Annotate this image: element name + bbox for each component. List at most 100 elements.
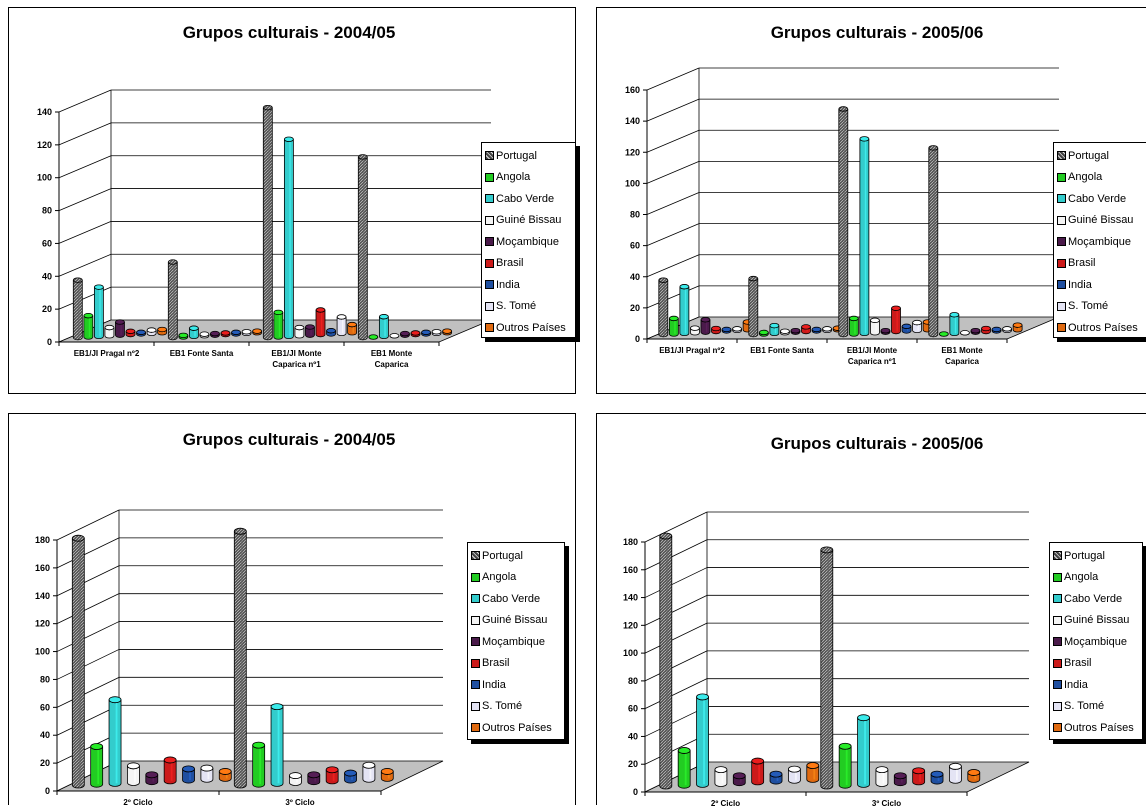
bar bbox=[93, 284, 104, 340]
chart-plot: 0 20 40 60 80 100 120 140 EB1/JI Pragal nº2 EB1 F… bbox=[37, 89, 492, 369]
bar-body bbox=[696, 696, 709, 788]
bar-highlight bbox=[674, 318, 676, 334]
bar bbox=[262, 104, 273, 341]
legend-label: Angola bbox=[1068, 171, 1103, 184]
bar bbox=[859, 136, 870, 337]
bar bbox=[104, 324, 115, 339]
bar-body bbox=[283, 139, 294, 340]
bar-highlight bbox=[900, 775, 903, 783]
y-tick-label: 100 bbox=[35, 647, 50, 657]
bar-top bbox=[410, 330, 421, 336]
bars bbox=[71, 527, 394, 789]
bar bbox=[758, 329, 769, 337]
bar-highlight bbox=[896, 308, 898, 332]
legend-swatch bbox=[1053, 637, 1062, 647]
legend-label: India bbox=[1064, 678, 1088, 691]
bar-highlight bbox=[684, 750, 687, 786]
bar-top bbox=[790, 327, 801, 334]
legend-item: Guiné Bissau bbox=[1057, 210, 1143, 232]
legend-item: Angola bbox=[1053, 567, 1139, 589]
bar-highlight bbox=[387, 771, 390, 779]
x-tick-label: Caparica bbox=[375, 360, 409, 369]
bar-highlight bbox=[152, 774, 155, 782]
gridline-side bbox=[58, 188, 112, 211]
legend-swatch bbox=[471, 723, 480, 733]
bar bbox=[72, 277, 83, 341]
bar bbox=[378, 314, 389, 340]
bar bbox=[1002, 326, 1012, 334]
bar-top bbox=[182, 765, 195, 773]
gridline-side bbox=[644, 594, 708, 626]
bar bbox=[157, 326, 168, 336]
bar-top bbox=[859, 136, 870, 142]
legend-item: Guiné Bissau bbox=[1053, 610, 1139, 632]
bar-highlight bbox=[351, 773, 353, 781]
bar-highlight bbox=[277, 706, 280, 784]
bar-top bbox=[326, 328, 336, 334]
bar bbox=[252, 328, 263, 336]
legend-swatch bbox=[1053, 594, 1062, 604]
bar bbox=[912, 319, 922, 334]
bar-highlight bbox=[78, 280, 80, 338]
bar-top bbox=[220, 330, 231, 336]
legend-label: India bbox=[496, 278, 520, 291]
bar-highlight bbox=[684, 286, 687, 334]
legend-label: Guiné Bissau bbox=[1068, 214, 1134, 227]
bars bbox=[659, 532, 981, 790]
bar bbox=[732, 772, 746, 787]
legend-swatch bbox=[471, 658, 480, 668]
bar bbox=[880, 327, 891, 335]
bar-body bbox=[859, 138, 870, 337]
bar-highlight bbox=[827, 549, 830, 786]
chart-panel-4: Grupos culturais - 2005/06 0 20 40 60 80 100 1… bbox=[596, 413, 1146, 806]
bar-top bbox=[1012, 322, 1023, 328]
bar-top bbox=[820, 546, 834, 554]
bar-highlight bbox=[666, 536, 669, 786]
legend-item: Guiné Bissau bbox=[471, 610, 561, 632]
bar-top bbox=[780, 328, 790, 334]
bar bbox=[820, 546, 834, 790]
bar-highlight bbox=[974, 772, 977, 780]
bar-top bbox=[188, 325, 199, 331]
bar-top bbox=[732, 326, 742, 332]
legend-label: S. Tomé bbox=[482, 700, 523, 713]
y-tick-label: 100 bbox=[625, 178, 640, 188]
x-tick-label: EB1 Fonte Santa bbox=[170, 349, 234, 358]
y-tick-label: 60 bbox=[628, 704, 638, 714]
y-tick-label: 120 bbox=[35, 619, 50, 629]
legend-swatch bbox=[485, 280, 494, 290]
bar bbox=[949, 312, 960, 337]
gridline-side bbox=[646, 161, 700, 184]
legend-swatch bbox=[1053, 572, 1062, 582]
bar bbox=[273, 309, 284, 340]
bar bbox=[811, 326, 822, 334]
bar bbox=[870, 317, 880, 336]
gridlines bbox=[646, 67, 1059, 340]
legend-swatch bbox=[471, 594, 480, 604]
chart-title: Grupos culturais - 2005/06 bbox=[770, 23, 984, 42]
bars bbox=[72, 104, 453, 341]
y-tick-label: 40 bbox=[630, 272, 640, 282]
gridline-side bbox=[646, 192, 700, 215]
chart-title: Grupos culturais - 2004/05 bbox=[182, 430, 396, 449]
bar-body bbox=[90, 746, 104, 788]
legend-label: Guiné Bissau bbox=[496, 214, 562, 227]
bar-top bbox=[210, 330, 220, 337]
bar-highlight bbox=[776, 774, 779, 782]
bar-top bbox=[241, 329, 252, 335]
gridline-side bbox=[56, 565, 120, 597]
legend-swatch bbox=[1053, 658, 1062, 668]
bar-body bbox=[357, 156, 368, 341]
gridline-side bbox=[644, 622, 708, 654]
bar bbox=[659, 532, 673, 790]
bar-body bbox=[167, 261, 178, 341]
bar-top bbox=[991, 326, 1002, 333]
bar-top bbox=[262, 104, 273, 111]
bar-top bbox=[949, 762, 962, 770]
gridline-side bbox=[56, 537, 120, 569]
bar-top bbox=[157, 326, 168, 333]
bar bbox=[307, 771, 321, 786]
bar-highlight bbox=[314, 774, 317, 782]
legend-item: Brasil bbox=[485, 253, 572, 275]
bar-top bbox=[233, 527, 247, 535]
